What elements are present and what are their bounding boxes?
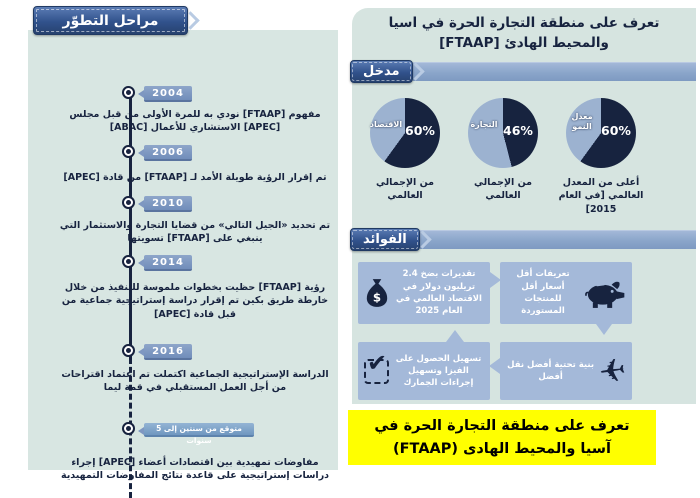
timeline-header-ribbon: مراحل التطوّر [33, 6, 200, 35]
timeline-panel: 2004 مفهوم [FTAAP] نودي به للمرة الأولى … [28, 30, 338, 498]
intro-banner: مدخل [350, 60, 696, 83]
timeline-year-badge: 2004 [138, 86, 192, 102]
benefit-card-money: $ تقديرات بضخ 2.4 تريليون دولار في الاقت… [358, 262, 501, 324]
banner-bar [419, 230, 696, 249]
checkmark-icon: ✔ [364, 351, 389, 384]
pie-slice-label: معدل النمو [571, 112, 593, 131]
intro-banner-label: مدخل [350, 60, 413, 83]
piggy-bank-icon [584, 278, 626, 308]
timeline-year: 2014 [152, 257, 184, 268]
benefits-banner-label: الفوائد [350, 228, 420, 251]
timeline-year: 2010 [152, 198, 184, 209]
timeline-year-badge: 2006 [138, 145, 192, 161]
pie-percent: 60% [601, 123, 631, 138]
timeline-year-badge: 2010 [138, 196, 192, 212]
timeline-dot [124, 257, 133, 266]
timeline-year-badge: 2016 [138, 344, 192, 360]
banner-bar [412, 62, 696, 81]
benefit-text: تقديرات بضخ 2.4 تريليون دولار في الاقتصا… [396, 269, 482, 317]
timeline-year: 2006 [152, 147, 184, 158]
pie-caption: أعلى من المعدل العالمي [في العام 2015] [558, 177, 644, 215]
timeline-entry-text: تم إقرار الرؤية طويلة الأمد لـ [FTAAP] م… [63, 172, 327, 183]
timeline-dot [124, 198, 133, 207]
expected-badge-label: متوقع من سنتين إلى 5 سنوات [156, 424, 242, 445]
svg-text:$: $ [373, 291, 381, 305]
timeline-line-solid [129, 90, 132, 358]
benefit-text: تسهيل الحصول على الفيزا وتسهيل إجراءات ا… [395, 353, 482, 389]
timeline-entry-text: تم تحديد «الجيل التالي» من قضايا التجارة… [59, 220, 331, 245]
timeline-year: 2004 [152, 88, 184, 99]
pie-percent: 46% [503, 123, 533, 138]
benefits-banner: الفوائد [350, 228, 696, 251]
timeline-dot [124, 346, 133, 355]
pie-slice-label: الاقتصاد [369, 120, 403, 129]
timeline-dot [124, 424, 133, 433]
timeline-year: 2016 [152, 346, 184, 357]
page-title: تعرف على منطقة التجارة الحرة في اسيا وال… [388, 15, 660, 51]
pie-percent: 60% [405, 123, 435, 138]
pie-caption: من الإجمالي العالمي [375, 177, 435, 202]
pie-economy: الاقتصاد 60% من الإجمالي العالمي [356, 98, 454, 216]
money-bag-icon: $ [364, 278, 390, 308]
timeline-entry-text: رؤية [FTAAP] حظيت بخطوات ملموسة للتنفيذ … [61, 282, 329, 320]
benefit-card-tariffs: تعريفات أقل أسعار أقل للمنتجات المستوردة [500, 262, 632, 335]
airplane-icon: ✈ [596, 350, 629, 392]
pie-slice-label: التجارة [470, 120, 498, 129]
timeline-entry-text: الدراسة الإستراتيجية الجماعية اكتملت تم … [61, 369, 329, 394]
footer-title: تعرف على منطقة التجارة الحرة في آسيا وال… [348, 410, 656, 465]
pie-chart-row: الاقتصاد 60% من الإجمالي العالمي التجارة… [356, 98, 652, 216]
pie-chart: الاقتصاد 60% [370, 98, 440, 168]
benefit-text: بنية تحتية أفضل نقل أفضل [507, 359, 595, 382]
benefit-text: تعريفات أقل أسعار أقل للمنتجات المستوردة [516, 269, 570, 317]
timeline-dot [124, 147, 133, 156]
timeline-dot [124, 88, 133, 97]
timeline-year-badge: 2014 [138, 255, 192, 271]
pie-chart: التجارة 46% [468, 98, 538, 168]
intro-panel: تعرف على منطقة التجارة الحرة في اسيا وال… [350, 8, 696, 404]
timeline-expected-badge: متوقع من سنتين إلى 5 سنوات [138, 423, 254, 445]
pie-growth: معدل النمو 60% أعلى من المعدل العالمي [ف… [552, 98, 650, 216]
benefit-card-visa: ✔ تسهيل الحصول على الفيزا وتسهيل إجراءات… [358, 330, 490, 400]
pie-caption: من الإجمالي العالمي [473, 177, 533, 202]
benefit-card-transport: بنية تحتية أفضل نقل أفضل ✈ [489, 342, 632, 400]
pie-trade: التجارة 46% من الإجمالي العالمي [454, 98, 552, 216]
timeline-entry-text: مفهوم [FTAAP] نودي به للمرة الأولى من قب… [69, 109, 321, 134]
timeline-header-label: مراحل التطوّر [33, 6, 188, 35]
timeline-final-text: مفاوضات تمهيدية بين اقتصادات أعضاء [APEC… [60, 457, 330, 482]
pie-chart: معدل النمو 60% [566, 98, 636, 168]
